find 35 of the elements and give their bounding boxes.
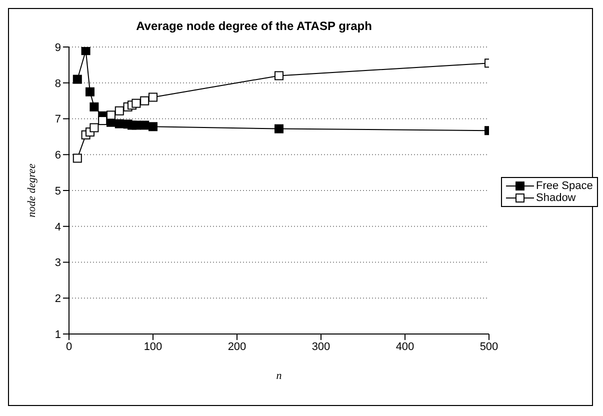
x-tick-label: 200: [228, 340, 246, 353]
point: [274, 71, 284, 80]
y-tick-label: 4: [54, 221, 61, 234]
x-tick-label: 100: [144, 340, 162, 353]
point: [72, 154, 82, 163]
y-tick-label: 2: [54, 293, 61, 306]
y-tick-label: 5: [54, 185, 61, 198]
point: [148, 92, 158, 102]
y-tick-label: 8: [54, 78, 61, 90]
point: [72, 74, 82, 84]
point: [86, 87, 94, 96]
point: [106, 110, 116, 120]
x-tick-label: 400: [396, 340, 414, 353]
legend-label: Free Space: [536, 180, 593, 192]
y-tick-label: 3: [54, 257, 61, 270]
y-axis-title: node degree: [26, 164, 38, 218]
x-axis-title: n: [276, 370, 282, 382]
y-tick-label: 6: [54, 150, 61, 162]
point: [274, 124, 284, 134]
y-tick-label: 1: [54, 328, 61, 341]
x-tick-label: 0: [66, 340, 72, 353]
legend-label: Shadow: [536, 192, 576, 204]
point: [90, 123, 99, 132]
point: [98, 116, 108, 126]
chart-title: Average node degree of the ATASP graph: [135, 19, 373, 33]
point: [132, 98, 141, 108]
y-tick-label: 7: [54, 114, 61, 126]
point: [140, 96, 150, 106]
x-tick-label: 500: [480, 340, 498, 353]
point: [90, 102, 99, 112]
point: [81, 47, 90, 56]
point: [148, 122, 158, 132]
x-tick-label: 300: [312, 340, 330, 353]
y-tick-label: 9: [54, 42, 61, 54]
point: [114, 106, 124, 116]
